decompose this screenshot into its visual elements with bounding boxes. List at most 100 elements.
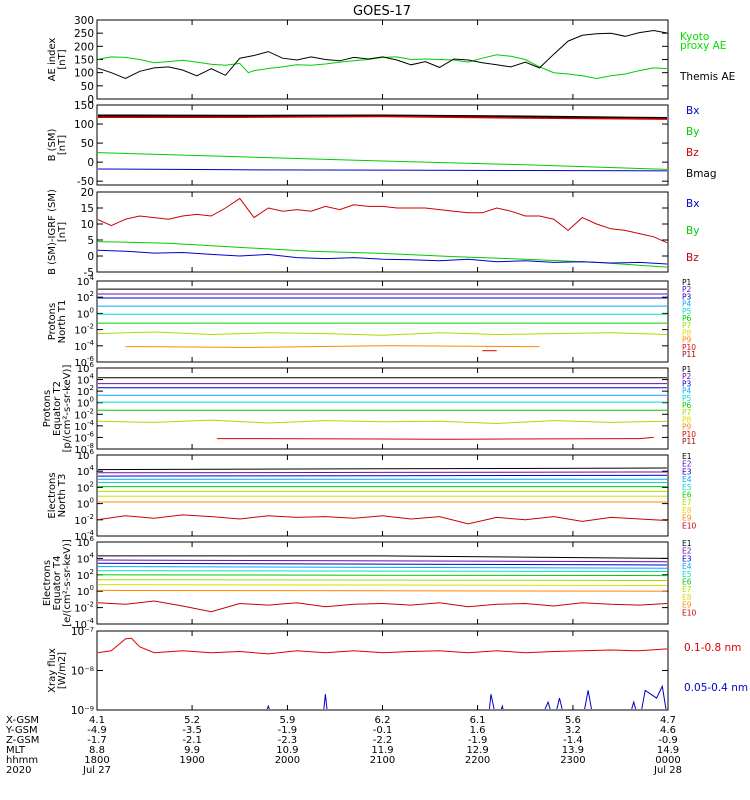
legend-label-p2: P2: [682, 372, 692, 381]
panel-frame: [96, 191, 669, 273]
legend-label-p7: P7: [682, 321, 692, 330]
y-tick-label: 10-2: [74, 513, 94, 527]
legend-label-e3: E3: [682, 467, 692, 476]
y-tick-label: 10-4: [74, 529, 94, 543]
y-tick-label: 104: [77, 274, 95, 288]
legend-label-e10: E10: [682, 608, 697, 617]
legend-label-e9: E9: [682, 601, 692, 610]
panel-electrons_t4: 10-4 10-2 100 102 104 106 Electrons Equator T4[…: [42, 535, 697, 631]
series-line-e4: [98, 566, 667, 569]
x-tick-value: Jul 27: [82, 765, 111, 776]
series-line-bx: [98, 168, 667, 172]
y-tick-label: 100: [77, 497, 94, 511]
legend-label-e1: E1: [682, 539, 692, 548]
row-label-2020: 2020: [6, 765, 31, 776]
x-tick-value: -1.9: [278, 725, 298, 736]
panel-frame: [96, 367, 669, 450]
y-axis-label: Protons: [47, 303, 58, 340]
y-axis-label: Electrons: [42, 560, 53, 606]
y-tick-label: 0: [87, 157, 94, 169]
series-line-e1: [98, 555, 667, 559]
legend-label-p9: P9: [682, 423, 692, 432]
series-line-p7: [98, 419, 667, 425]
y-tick-label: 10-6: [74, 355, 94, 369]
x-tick-value: -1.4: [563, 735, 583, 746]
y-axis-label: North T3: [57, 474, 68, 518]
legend-label-p3: P3: [682, 292, 692, 301]
y-tick-label: 20: [81, 187, 94, 199]
series-line-e2: [98, 471, 667, 474]
y-tick-label: 5: [87, 235, 94, 247]
x-tick-value: 0000: [655, 755, 680, 766]
legend-label-p8: P8: [682, 328, 692, 337]
y-tick-label: 10-4: [74, 339, 94, 353]
series-line-kyoto-proxy-ae: [98, 54, 667, 80]
panel-frame: [96, 541, 669, 625]
panel-frame: [96, 280, 669, 363]
legend-label-p4: P4: [682, 387, 692, 396]
legend-label-p4: P4: [682, 300, 692, 309]
y-axis-label: [W/m2]: [57, 652, 68, 689]
x-tick-value: 9.9: [184, 745, 200, 756]
y-tick-label: 10-8: [74, 442, 94, 456]
y-tick-label: 106: [77, 361, 95, 375]
y-tick-label: 10-2: [74, 601, 94, 615]
y-tick-label: 104: [77, 551, 95, 565]
legend-label-e2: E2: [682, 547, 692, 556]
series-line-0-1-0-8-nm: [98, 637, 667, 655]
panel-frame: [96, 19, 669, 100]
legend-label-e1: E1: [682, 452, 692, 461]
y-tick-label: 102: [77, 480, 94, 494]
series-line-e6: [98, 574, 667, 577]
y-tick-label: 100: [77, 306, 94, 320]
y-tick-label: 106: [77, 535, 95, 549]
y-axis-label: [nT]: [57, 222, 68, 242]
y-tick-label: 106: [77, 448, 95, 462]
series-line-bx: [98, 249, 667, 265]
y-tick-label: 10⁻⁹: [71, 705, 94, 717]
y-axis-label: [p/(cm²-s-sr-keV)]: [62, 365, 73, 453]
panel-b_sm: -50 0 50 100 150 B (SM) [nT] Bx By Bz Bmag: [47, 100, 717, 188]
y-tick-label: 10-4: [74, 419, 94, 433]
x-tick-value: 4.6: [660, 725, 676, 736]
series-line-e5: [98, 570, 667, 572]
legend-label-p1: P1: [682, 365, 692, 374]
legend-label-bz: Bz: [686, 147, 699, 159]
legend-label-p11: P11: [682, 350, 696, 359]
legend-label-bmag: Bmag: [686, 168, 717, 180]
series-line-themis-ae: [98, 29, 667, 80]
y-tick-label: 10-6: [74, 430, 94, 444]
legend-label-e4: E4: [682, 475, 692, 484]
panel-frame: [96, 454, 669, 537]
series-line-e1: [98, 467, 667, 471]
y-axis-label: Equator T4: [52, 556, 63, 611]
legend-label-kyoto: Kyoto: [680, 31, 709, 43]
y-axis-label: B (SM)-IGRF (SM): [47, 189, 58, 275]
legend-label-e9: E9: [682, 514, 692, 523]
x-tick-value: 12.9: [466, 745, 488, 756]
series-line-bz: [98, 115, 667, 120]
series-line-e8: [98, 584, 667, 586]
legend-label-p3: P3: [682, 379, 692, 388]
legend-label-p6: P6: [682, 401, 692, 410]
series-line-e10: [98, 600, 667, 613]
y-tick-label: 0: [87, 94, 94, 106]
row-label-z-gsm: Z-GSM: [6, 735, 39, 746]
y-tick-label: 250: [74, 28, 94, 40]
y-tick-label: 10: [81, 219, 94, 231]
y-tick-label: 102: [77, 290, 94, 304]
x-tick-value: 4.1: [89, 715, 105, 726]
y-axis-label: Electrons: [47, 472, 58, 518]
legend-label-proxy-ae: proxy AE: [680, 40, 726, 52]
panel-xray: 10⁻⁹ 10⁻⁸ 10⁻⁷ Xray flux [W/m2] 0.1-0.8 nm 0.0…: [47, 626, 748, 717]
legend-label-e8: E8: [682, 593, 692, 602]
y-tick-label: 50: [81, 138, 94, 150]
x-tick-value: -1.9: [468, 735, 488, 746]
y-tick-label: 10⁻⁷: [71, 626, 94, 638]
series-line-p7: [98, 331, 667, 336]
x-tick-value: 1900: [179, 755, 204, 766]
x-tick-value: 11.9: [371, 745, 393, 756]
